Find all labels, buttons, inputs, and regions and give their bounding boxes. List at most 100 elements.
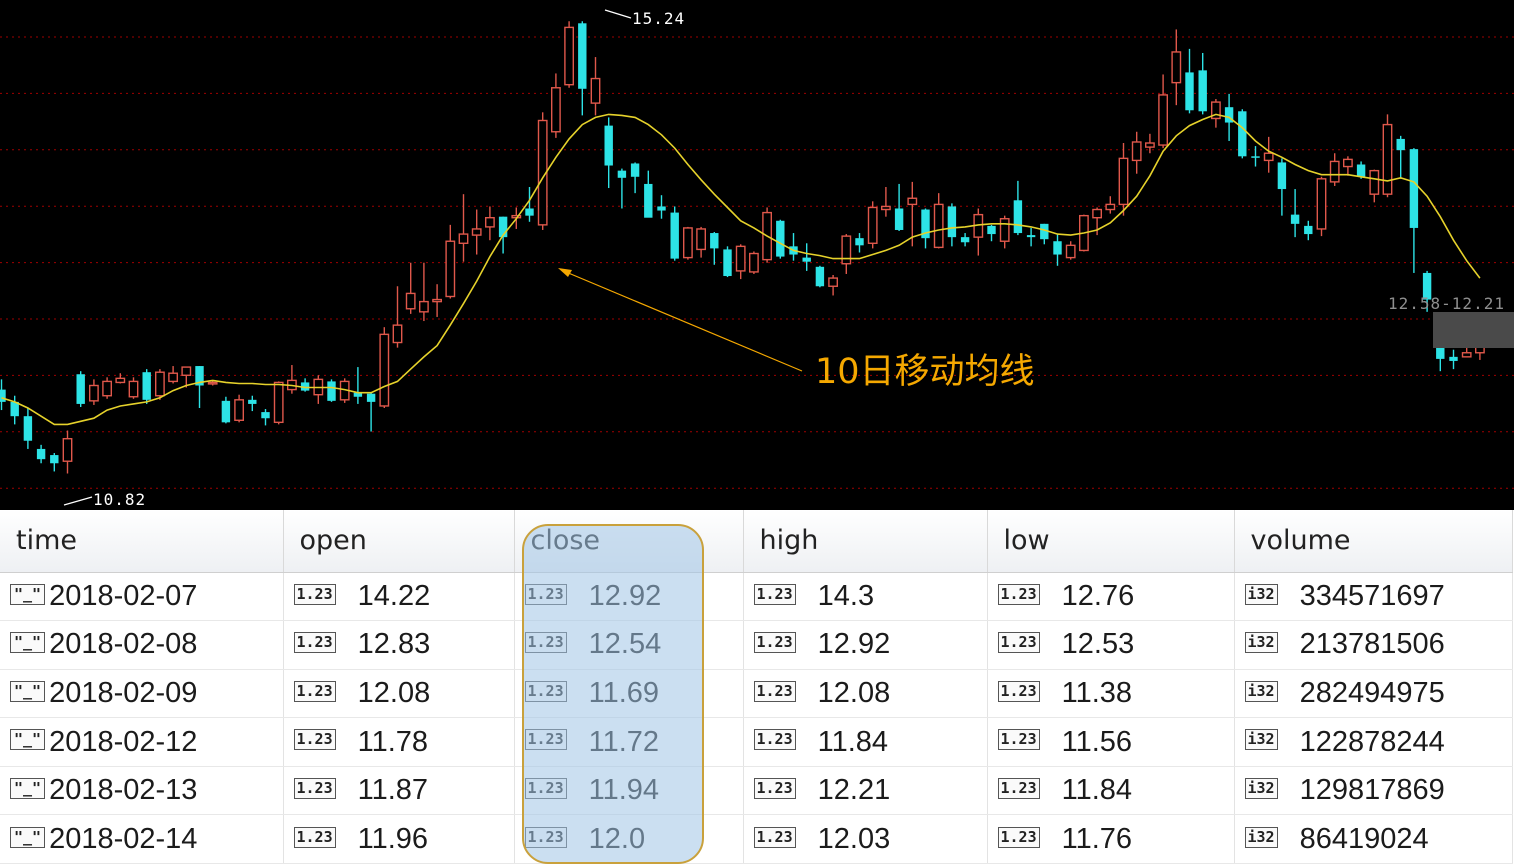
cell-volume: i32 86419024	[1234, 814, 1513, 865]
table-header-row: time open close high low volume	[0, 510, 1513, 573]
candle	[168, 366, 178, 384]
cell-value: 122878244	[1299, 725, 1445, 758]
candle	[894, 183, 904, 232]
candle	[789, 233, 798, 261]
candle	[776, 219, 785, 259]
table-row[interactable]: "_" 2018-02-12 1.23 11.78 1.23 11.72 1.23 11.84…	[0, 717, 1513, 767]
table-row[interactable]: "_" 2018-02-08 1.23 12.83 1.23 12.54 1.23 12.92…	[0, 620, 1513, 670]
candle	[195, 366, 204, 409]
candle-body	[670, 212, 679, 259]
cell-high: 1.23 12.08	[743, 669, 988, 719]
cell-open: 1.23 11.78	[283, 717, 515, 767]
candle	[1342, 156, 1353, 176]
cell-value: 12.0	[588, 822, 646, 855]
string-type-icon: "_"	[10, 680, 46, 702]
low-label: 10.82	[93, 490, 146, 509]
candle	[564, 21, 575, 88]
cell-value: 129817869	[1299, 774, 1445, 807]
integer-type-icon: i32	[1244, 680, 1278, 702]
ma-line	[1, 113, 1481, 426]
candle	[102, 377, 113, 399]
column-header-close[interactable]: close	[514, 510, 744, 573]
cell-value: 2018-02-07	[49, 579, 198, 612]
float-type-icon: 1.23	[524, 826, 567, 848]
candle	[36, 444, 46, 464]
cell-high: 1.23 14.3	[743, 572, 988, 622]
table-row[interactable]: "_" 2018-02-09 1.23 12.08 1.23 11.69 1.23 12.08…	[0, 669, 1513, 719]
candle	[392, 286, 403, 348]
candle	[1263, 136, 1274, 173]
candle-body	[432, 298, 442, 303]
column-header-high[interactable]: high	[743, 510, 988, 573]
cell-value: 11.87	[357, 774, 429, 807]
column-header-time[interactable]: time	[0, 510, 284, 573]
candle-body	[1277, 162, 1287, 190]
candle	[50, 453, 59, 472]
cell-time: "_" 2018-02-14	[0, 814, 284, 865]
candle-body	[604, 125, 613, 166]
column-header-volume[interactable]: volume	[1234, 510, 1513, 573]
integer-type-icon: i32	[1244, 729, 1278, 751]
cell-value: 12.53	[1061, 628, 1135, 661]
candle	[248, 395, 257, 412]
float-type-icon: 1.23	[753, 729, 796, 751]
candle	[1238, 109, 1247, 159]
float-type-icon: 1.23	[753, 778, 796, 800]
float-type-icon: 1.23	[293, 632, 336, 654]
candle-body	[960, 237, 970, 243]
table-row[interactable]: "_" 2018-02-13 1.23 11.87 1.23 11.94 1.23 12.21…	[0, 766, 1513, 816]
candle	[366, 392, 376, 432]
candle-body	[644, 183, 653, 218]
column-header-low[interactable]: low	[987, 510, 1235, 573]
candle-body	[445, 240, 456, 298]
float-type-icon: 1.23	[524, 583, 567, 605]
candle-body	[1040, 223, 1049, 240]
string-type-icon: "_"	[10, 632, 46, 654]
candle	[828, 274, 839, 296]
candle-body	[62, 438, 73, 462]
candle	[142, 369, 151, 404]
candle	[181, 366, 192, 388]
candle	[1449, 349, 1458, 370]
candle-body	[405, 292, 416, 310]
table-row[interactable]: "_" 2018-02-14 1.23 11.96 1.23 12.0 1.23 12.03 1…	[0, 814, 1513, 865]
ohlcv-table: time open close high low volume "_" 2018-02-07…	[0, 510, 1513, 865]
candle-series	[0, 21, 1485, 474]
candle-body	[300, 382, 310, 391]
candle-body	[50, 455, 59, 464]
candle	[1329, 153, 1340, 186]
candle	[261, 409, 270, 426]
float-type-icon: 1.23	[753, 826, 796, 848]
cell-value: 2018-02-12	[49, 725, 198, 758]
cell-value: 12.83	[357, 628, 431, 661]
float-type-icon: 1.23	[997, 729, 1040, 751]
string-type-icon: "_"	[10, 826, 46, 848]
candle-body	[1210, 101, 1221, 120]
candle-body	[657, 206, 666, 211]
column-header-open[interactable]: open	[283, 510, 515, 573]
cell-high: 1.23 11.84	[743, 717, 988, 767]
candle	[1277, 158, 1287, 216]
candle-body	[1026, 235, 1036, 238]
candle-body	[1185, 72, 1194, 111]
candle	[300, 378, 310, 392]
candle-body	[921, 209, 930, 239]
float-type-icon: 1.23	[753, 632, 796, 654]
cell-value: 2018-02-08	[49, 628, 198, 661]
candle	[670, 206, 679, 261]
candle	[907, 181, 918, 247]
candle	[353, 367, 363, 404]
cell-volume: i32 213781506	[1234, 620, 1513, 670]
candle	[802, 243, 811, 271]
candle	[815, 265, 825, 288]
candle-body	[776, 220, 785, 257]
candle-body	[154, 371, 165, 397]
candle	[855, 233, 864, 253]
candle-body	[1382, 123, 1393, 195]
table-row[interactable]: "_" 2018-02-07 1.23 14.22 1.23 12.92 1.23 14.3 1…	[0, 572, 1513, 622]
cell-close: 1.23 12.92	[514, 572, 744, 622]
candle-body	[142, 372, 151, 400]
cell-volume: i32 122878244	[1234, 717, 1513, 767]
candle	[379, 327, 390, 409]
cell-time: "_" 2018-02-09	[0, 669, 284, 719]
